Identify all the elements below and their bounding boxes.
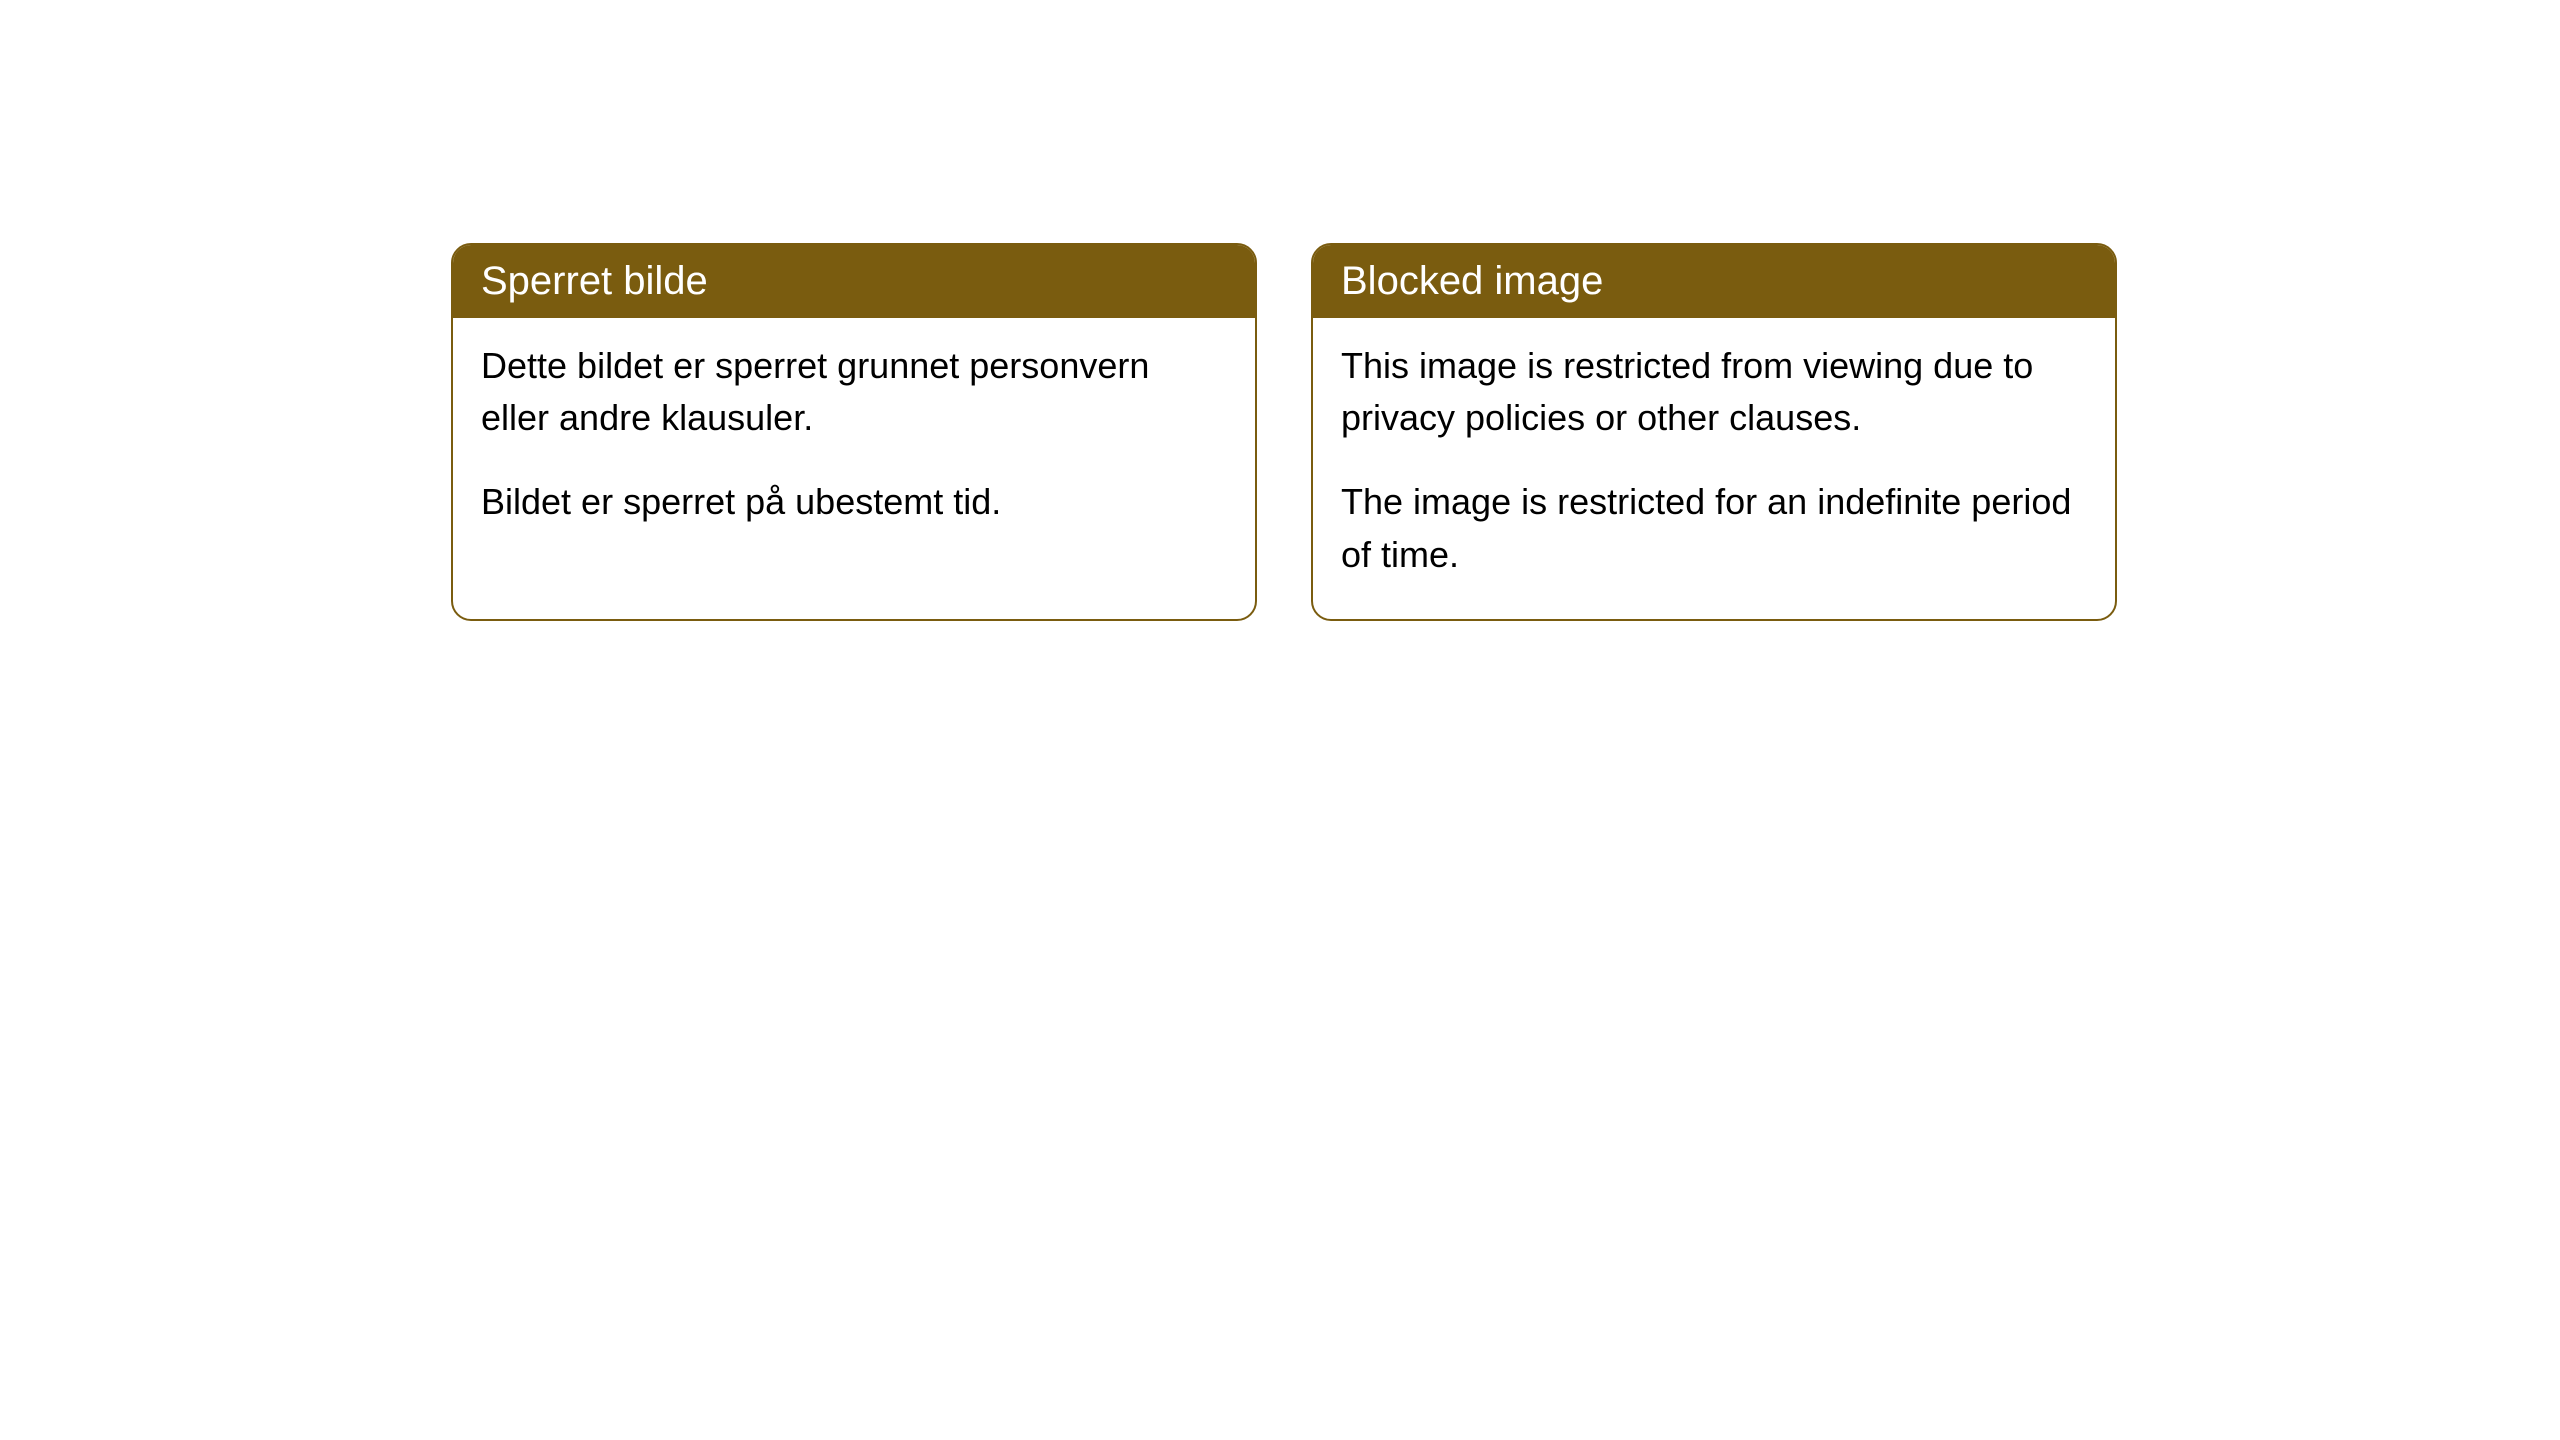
card-paragraph: Dette bildet er sperret grunnet personve… [481, 340, 1227, 444]
card-header: Sperret bilde [453, 245, 1255, 318]
card-body: Dette bildet er sperret grunnet personve… [453, 318, 1255, 567]
notice-card-norwegian: Sperret bilde Dette bildet er sperret gr… [451, 243, 1257, 621]
card-paragraph: The image is restricted for an indefinit… [1341, 476, 2087, 580]
card-header: Blocked image [1313, 245, 2115, 318]
card-paragraph: Bildet er sperret på ubestemt tid. [481, 476, 1227, 528]
card-title: Sperret bilde [481, 259, 708, 303]
notice-card-english: Blocked image This image is restricted f… [1311, 243, 2117, 621]
card-paragraph: This image is restricted from viewing du… [1341, 340, 2087, 444]
card-title: Blocked image [1341, 259, 1603, 303]
notice-cards-container: Sperret bilde Dette bildet er sperret gr… [451, 243, 2117, 621]
card-body: This image is restricted from viewing du… [1313, 318, 2115, 619]
